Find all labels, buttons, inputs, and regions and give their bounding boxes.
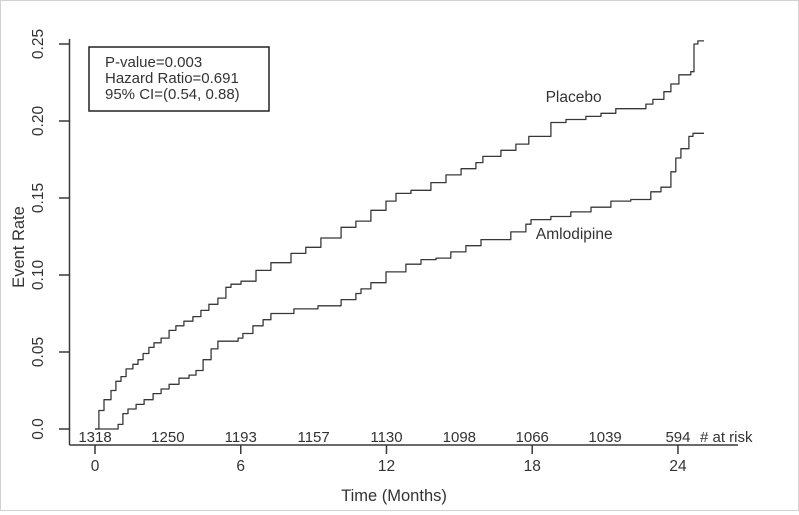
y-tick-label: 0.15 (30, 183, 47, 213)
at-risk-count: 1039 (588, 429, 621, 446)
confidence-interval-text: 95% CI=(0.54, 0.88) (105, 86, 240, 103)
y-tick-label: 0.25 (30, 29, 47, 59)
axes: 0.0 0.05 0.10 0.15 0.20 0.25 0 6 12 18 24 (30, 29, 738, 475)
y-tick-label: 0.0 (30, 418, 47, 440)
at-risk-count: 594 (665, 429, 690, 446)
at-risk-count: 1130 (370, 429, 402, 446)
y-tick-label: 0.10 (30, 260, 47, 291)
x-tick-label: 6 (236, 458, 245, 475)
x-tick-label: 12 (378, 458, 395, 475)
x-tick-label: 0 (91, 458, 100, 475)
at-risk-count: 1193 (225, 429, 257, 446)
at-risk-count: 1066 (516, 429, 549, 446)
y-tick-label: 0.20 (30, 106, 47, 137)
x-axis-title: Time (Months) (341, 487, 447, 505)
x-tick-label: 18 (524, 458, 541, 475)
at-risk-label: # at risk (700, 429, 753, 446)
at-risk-count: 1318 (78, 429, 111, 446)
at-risk-count: 1098 (443, 429, 476, 446)
survival-curves (95, 40, 704, 430)
stats-box-border (88, 46, 270, 112)
curve-placebo (95, 40, 704, 430)
curve-amlodipine (95, 132, 704, 430)
p-value-text: P-value=0.003 (105, 54, 202, 71)
at-risk-count: 1157 (297, 429, 329, 446)
series-label-placebo: Placebo (546, 89, 602, 106)
at-risk-row: 1318 1250 1193 1157 1130 1098 1066 1039 594 (78, 429, 690, 446)
at-risk-count: 1250 (151, 429, 184, 446)
series-label-amlodipine: Amlodipine (536, 226, 613, 243)
y-axis-title: Event Rate (10, 206, 28, 288)
stats-box: P-value=0.003 Hazard Ratio=0.691 95% CI=… (88, 46, 270, 112)
hazard-ratio-text: Hazard Ratio=0.691 (105, 70, 239, 87)
y-tick-label: 0.05 (30, 337, 47, 367)
x-tick-label: 24 (669, 458, 687, 475)
